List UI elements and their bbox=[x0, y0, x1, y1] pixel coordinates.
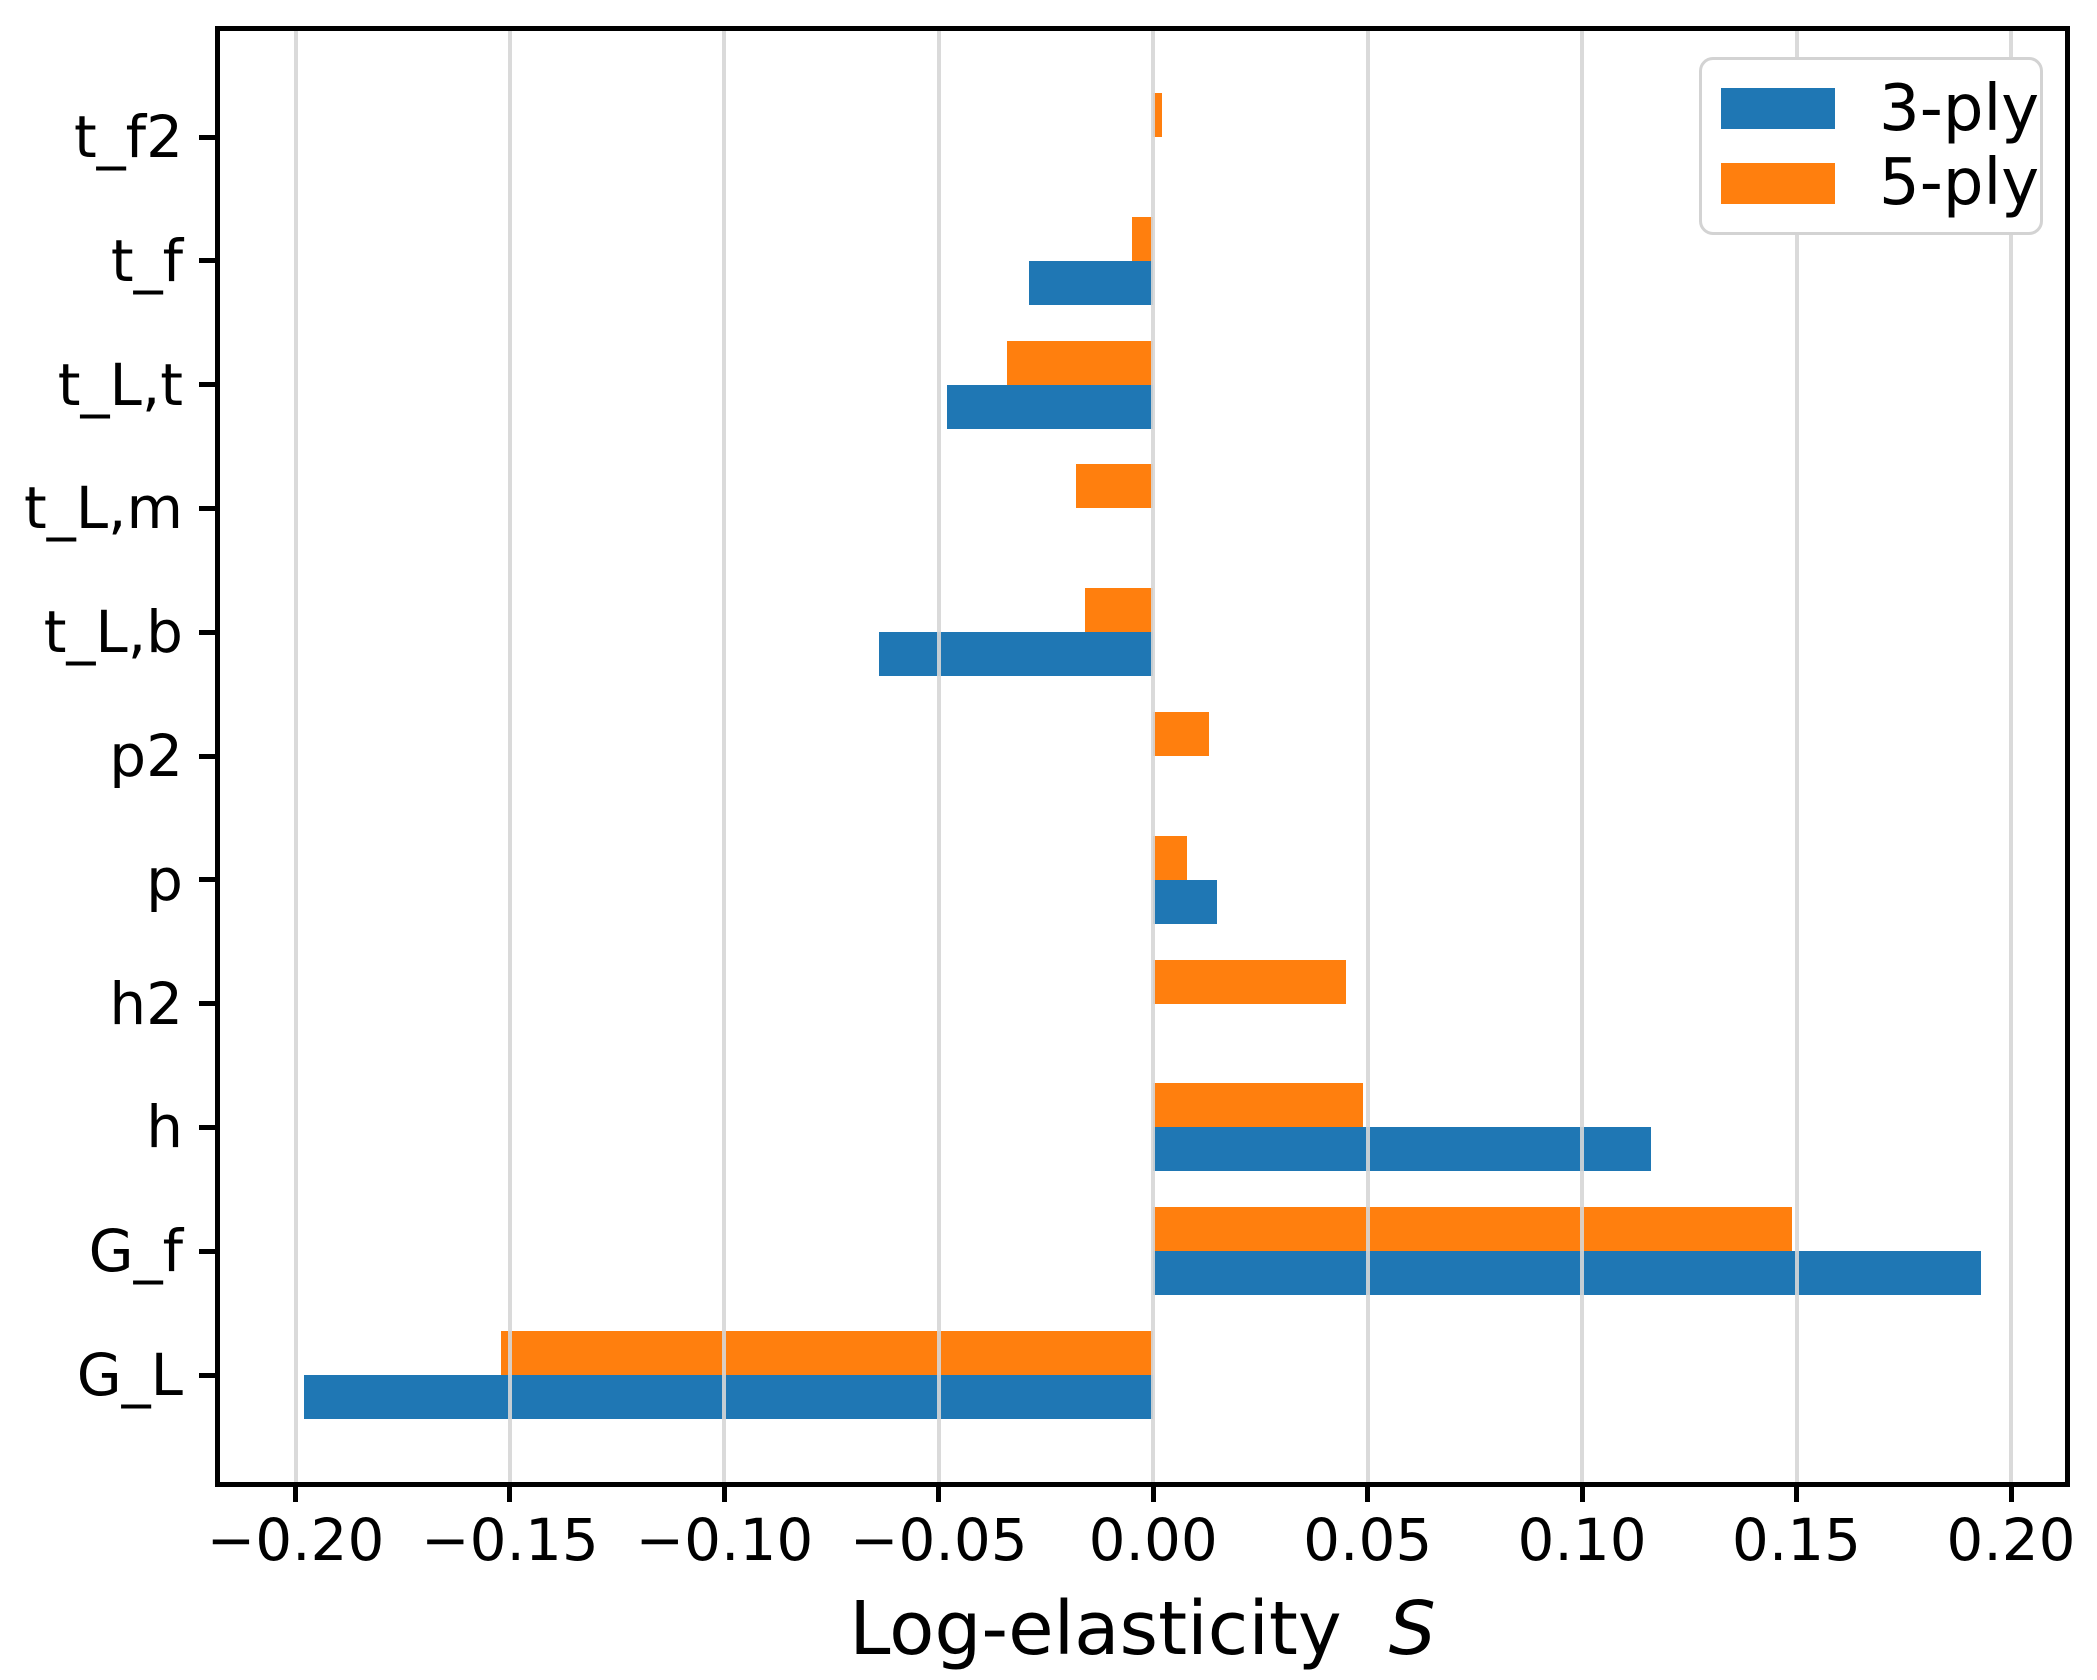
x-tick-mark bbox=[2008, 1484, 2014, 1502]
y-tick-mark bbox=[199, 1248, 216, 1254]
y-tick-label-h: h bbox=[146, 1093, 183, 1162]
x-tick-label: 0.05 bbox=[1303, 1506, 1433, 1574]
x-tick-mark bbox=[1150, 1484, 1156, 1502]
y-tick-mark bbox=[199, 753, 216, 759]
legend-swatch-3-ply bbox=[1721, 88, 1835, 130]
bar-3-ply-G_f bbox=[1153, 1251, 1981, 1296]
legend: 3-ply 5-ply bbox=[1699, 57, 2043, 235]
x-axis-label-symbol: S bbox=[1388, 1586, 1436, 1672]
bar-3-ply-t_L,b bbox=[878, 632, 1154, 677]
x-tick-mark bbox=[721, 1484, 727, 1502]
legend-swatch-5-ply bbox=[1721, 162, 1835, 204]
bar-5-ply-G_f bbox=[1153, 1207, 1793, 1252]
bar-5-ply-h2 bbox=[1153, 959, 1347, 1004]
gridline-x-0 bbox=[1151, 31, 1156, 1482]
x-tick-label: −0.20 bbox=[206, 1506, 385, 1574]
bar-5-ply-t_L,t bbox=[1007, 340, 1154, 385]
bar-3-ply-t_L,t bbox=[947, 384, 1154, 429]
x-tick-label: −0.10 bbox=[635, 1506, 814, 1574]
y-tick-label-t_f: t_f bbox=[110, 226, 183, 295]
x-tick-mark bbox=[1579, 1484, 1585, 1502]
y-tick-label-G_L: G_L bbox=[76, 1341, 183, 1409]
bar-5-ply-p bbox=[1153, 835, 1188, 880]
gridline-x--0.05 bbox=[936, 31, 941, 1482]
gridline-x--0.2 bbox=[293, 31, 298, 1482]
x-tick-mark bbox=[936, 1484, 942, 1502]
bar-5-ply-t_L,b bbox=[1084, 588, 1154, 633]
x-tick-label: 0.20 bbox=[1946, 1506, 2076, 1574]
plot-area bbox=[215, 26, 2070, 1487]
y-tick-label-h2: h2 bbox=[109, 969, 183, 1038]
y-tick-mark bbox=[199, 134, 216, 140]
gridline-x--0.15 bbox=[507, 31, 512, 1482]
bar-5-ply-G_L bbox=[501, 1331, 1154, 1375]
x-tick-label: 0.15 bbox=[1731, 1506, 1862, 1574]
gridline-x-0.05 bbox=[1365, 31, 1370, 1482]
x-axis-label: Log-elasticity S bbox=[215, 1592, 2070, 1666]
bar-3-ply-t_f bbox=[1028, 260, 1154, 305]
y-tick-mark bbox=[199, 629, 216, 635]
gridline-x--0.1 bbox=[722, 31, 727, 1482]
bar-5-ply-p2 bbox=[1153, 712, 1209, 756]
x-tick-mark bbox=[293, 1484, 298, 1502]
legend-label-3-ply: 3-ply bbox=[1879, 71, 2040, 146]
y-tick-mark bbox=[199, 258, 216, 264]
legend-row-3-ply: 3-ply bbox=[1721, 77, 2040, 141]
y-tick-label-G_f: G_f bbox=[88, 1217, 183, 1286]
y-tick-mark bbox=[199, 505, 216, 511]
x-axis-label-text: Log-elasticity bbox=[849, 1586, 1342, 1672]
y-tick-mark bbox=[199, 382, 216, 388]
x-tick-label: 0.00 bbox=[1088, 1506, 1218, 1574]
bar-3-ply-G_L bbox=[304, 1375, 1154, 1419]
bar-3-ply-p bbox=[1153, 879, 1218, 924]
y-tick-label-p: p bbox=[146, 845, 183, 914]
x-tick-mark bbox=[1794, 1484, 1799, 1502]
y-tick-mark bbox=[199, 1124, 216, 1130]
legend-label-5-ply: 5-ply bbox=[1879, 146, 2040, 221]
gridline-x-0.15 bbox=[1794, 31, 1799, 1482]
y-tick-label-t_f2: t_f2 bbox=[73, 103, 183, 171]
bar-5-ply-h bbox=[1153, 1083, 1364, 1128]
legend-row-5-ply: 5-ply bbox=[1721, 151, 2040, 215]
x-tick-label: 0.10 bbox=[1517, 1506, 1647, 1574]
bar-5-ply-t_f2 bbox=[1153, 93, 1162, 137]
x-tick-label: −0.05 bbox=[849, 1506, 1028, 1574]
x-tick-mark bbox=[507, 1484, 513, 1502]
bar-5-ply-t_f bbox=[1131, 216, 1154, 261]
y-tick-mark bbox=[199, 1372, 216, 1378]
y-tick-label-t_L,b: t_L,b bbox=[43, 598, 183, 667]
y-tick-label-t_L,t: t_L,t bbox=[57, 350, 183, 419]
x-tick-mark bbox=[1365, 1484, 1371, 1502]
y-tick-label-p2: p2 bbox=[109, 722, 183, 790]
gridline-x-0.1 bbox=[1580, 31, 1585, 1482]
bar-5-ply-t_L,m bbox=[1076, 464, 1154, 509]
bar-3-ply-h bbox=[1153, 1127, 1651, 1172]
y-tick-mark bbox=[199, 1001, 216, 1007]
x-tick-label: −0.15 bbox=[421, 1506, 599, 1574]
y-tick-label-t_L,m: t_L,m bbox=[24, 474, 183, 543]
y-tick-mark bbox=[199, 877, 216, 883]
gridline-x-0.2 bbox=[2009, 31, 2013, 1482]
